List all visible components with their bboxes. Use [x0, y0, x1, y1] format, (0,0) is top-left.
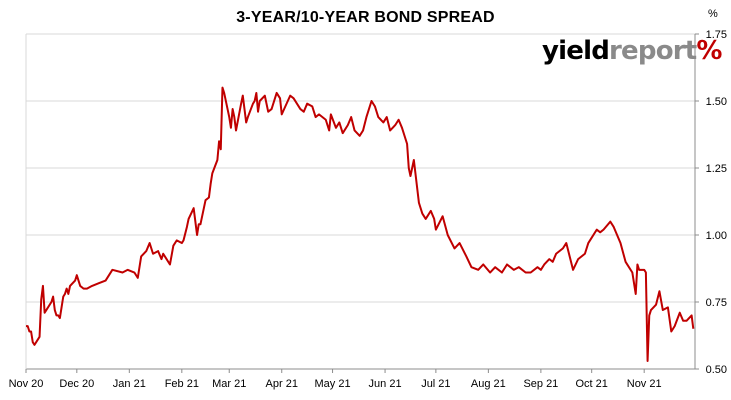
series-line-spread — [26, 86, 695, 362]
logo-percent-symbol: % — [696, 36, 722, 66]
x-tick-label: Nov 21 — [627, 378, 662, 390]
y-tick-label: 0.50 — [706, 364, 727, 376]
series-group — [26, 86, 695, 362]
y-tick-label: 1.00 — [706, 230, 727, 242]
x-tick-label: Apr 21 — [266, 378, 298, 390]
y-tick-label: 0.75 — [706, 297, 727, 309]
x-tick-label: Jul 21 — [421, 378, 450, 390]
x-tick-label: Mar 21 — [212, 378, 246, 390]
axes — [25, 33, 699, 373]
yieldreport-logo: yieldreport% — [542, 38, 722, 64]
y-axis-unit-label: % — [708, 8, 718, 20]
x-tick-label: Nov 20 — [9, 378, 44, 390]
x-tick-labels: Nov 20 Dec 20 Jan 21 Feb 21 Mar 21 Apr 21 May … — [9, 378, 662, 390]
x-tick-label: Aug 21 — [471, 378, 506, 390]
x-tick-label: Feb 21 — [165, 378, 199, 390]
gridlines — [26, 33, 695, 303]
x-tick-label: Oct 21 — [575, 378, 607, 390]
x-tick-label: May 21 — [315, 378, 351, 390]
x-tick-label: Sep 21 — [523, 378, 558, 390]
y-tick-labels: 0.50 0.75 1.00 1.25 1.50 1.75 — [706, 29, 727, 376]
y-tick-label: 1.75 — [706, 29, 727, 41]
y-tick-label: 1.50 — [706, 96, 727, 108]
logo-word-yield: yield — [542, 36, 610, 66]
logo-word-report: report — [609, 36, 697, 66]
chart-title: 3-YEAR/10-YEAR BOND SPREAD — [236, 9, 495, 26]
x-tick-label: Jan 21 — [113, 378, 146, 390]
y-tick-label: 1.25 — [706, 163, 727, 175]
x-tick-label: Dec 20 — [59, 378, 94, 390]
x-tick-label: Jun 21 — [369, 378, 402, 390]
